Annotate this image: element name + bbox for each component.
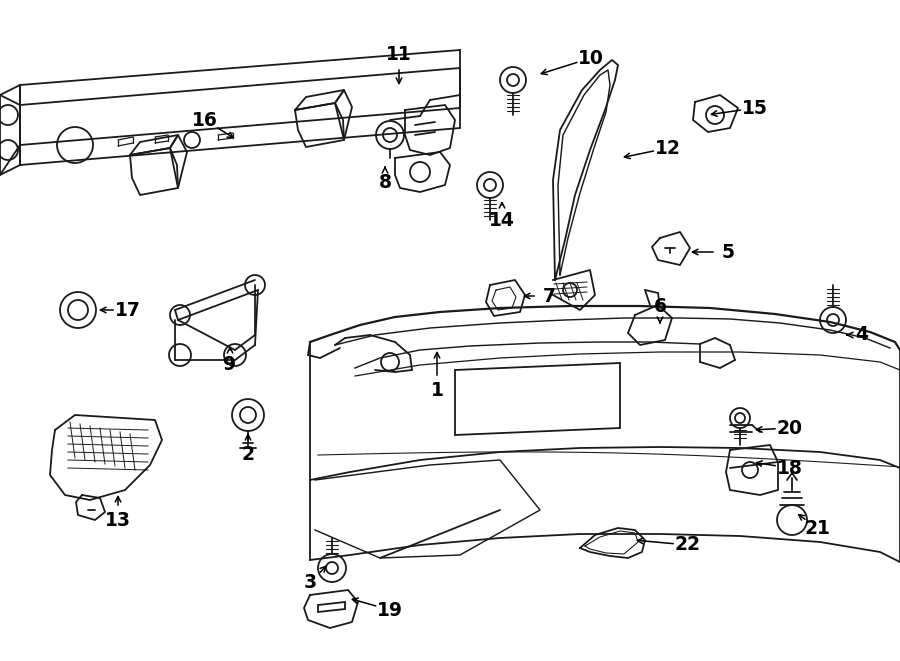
Text: 12: 12 [655,139,681,157]
Text: 7: 7 [543,286,555,305]
Text: 8: 8 [379,173,392,192]
Text: 15: 15 [742,98,768,118]
Text: 16: 16 [192,110,218,130]
Text: 19: 19 [377,600,403,619]
Text: 20: 20 [777,418,803,438]
Text: 22: 22 [675,535,701,555]
Text: 1: 1 [430,381,444,399]
Text: 5: 5 [722,243,734,262]
Text: 21: 21 [804,518,830,537]
Text: 4: 4 [856,325,868,344]
Text: 2: 2 [241,446,255,465]
Text: 11: 11 [386,46,412,65]
Text: 9: 9 [223,356,237,375]
Text: 10: 10 [578,48,604,67]
Text: 13: 13 [105,510,131,529]
Text: 3: 3 [303,574,317,592]
Text: 17: 17 [115,301,141,319]
Text: 14: 14 [489,210,515,229]
Text: 18: 18 [777,459,803,477]
Text: 6: 6 [653,297,667,317]
